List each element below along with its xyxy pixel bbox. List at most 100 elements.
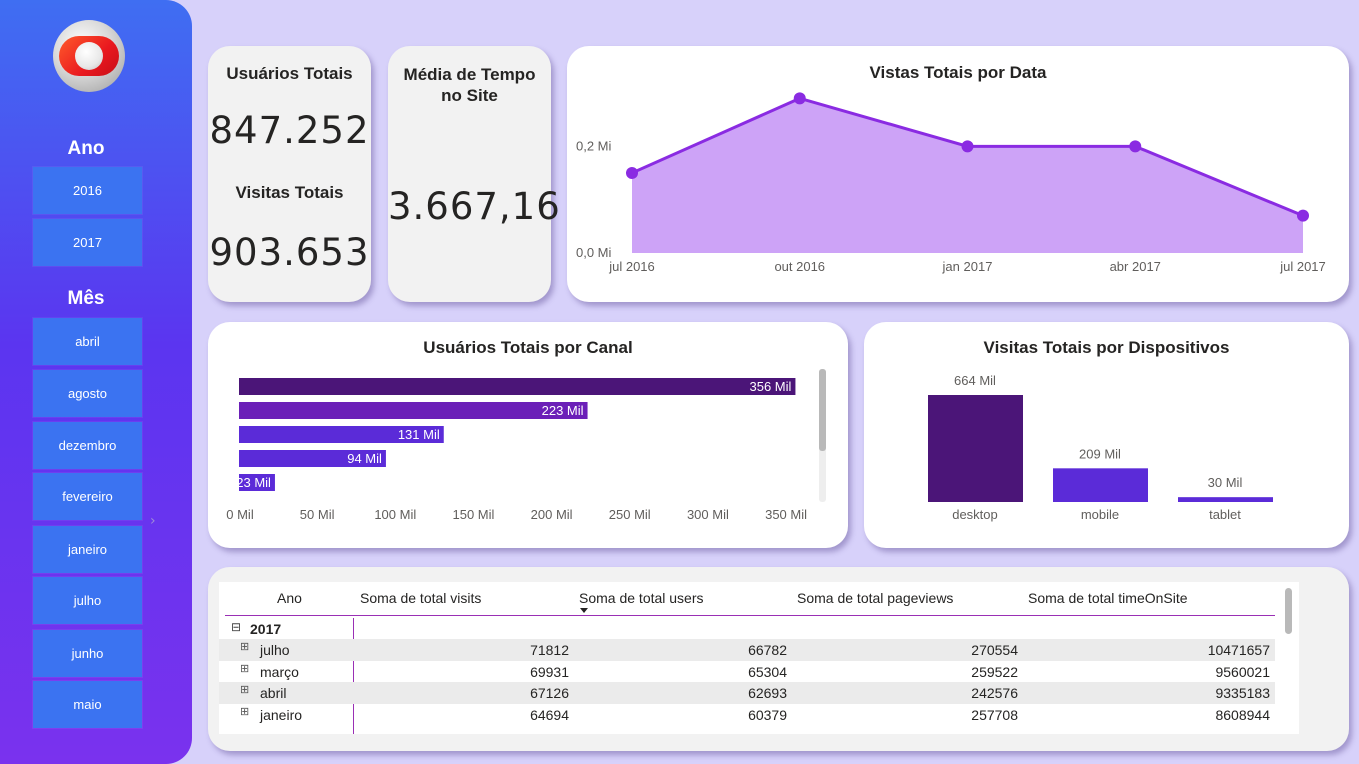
- data-point: [961, 140, 974, 153]
- kpi-card-users-visits: Usuários Totais 847.252 Visitas Totais 9…: [208, 46, 371, 302]
- visits-by-device-title: Visitas Totais por Dispositivos: [983, 338, 1230, 357]
- col-header-users[interactable]: Soma de total users: [579, 590, 704, 606]
- collapse-icon[interactable]: ⊟: [231, 620, 242, 634]
- users-by-channel-title: Usuários Totais por Canal: [423, 338, 633, 357]
- x-category-label: tablet: [1209, 507, 1241, 522]
- table-row: ⊞ abril 67126 62693 242576 9335183: [219, 682, 1275, 704]
- column-data-label: 30 Mil: [1208, 475, 1243, 490]
- logo-center-dot: [75, 42, 103, 70]
- matrix-table: Ano Soma de total visits Soma de total u…: [219, 582, 1299, 734]
- col-header-timeonsite[interactable]: Soma de total timeOnSite: [1028, 590, 1188, 606]
- ano-slicer-title: Ano: [67, 138, 105, 159]
- visits-total-value: 903.653: [209, 231, 370, 274]
- mes-slicer-title: Mês: [67, 288, 105, 309]
- table-header: Ano Soma de total visits Soma de total u…: [219, 582, 1279, 618]
- row-visits: 71812: [530, 642, 569, 658]
- column-data-label: 209 Mil: [1079, 446, 1121, 461]
- data-point: [1297, 209, 1309, 222]
- col-header-visits[interactable]: Soma de total visits: [360, 590, 482, 606]
- y-tick-label: 0,2 Mi: [576, 138, 612, 153]
- table-row: ⊞ março 69931 65304 259522 9560021: [219, 661, 1275, 683]
- row-visits: 69931: [530, 664, 569, 680]
- chart-card-users-by-channel: Usuários Totais por Canal 356 Mil 223 Mil…: [208, 322, 848, 548]
- x-tick-label: abr 2017: [1110, 259, 1161, 274]
- table-group-row: ⊟ 2017: [219, 618, 1275, 640]
- users-by-channel-chart: 356 Mil 223 Mil 131 Mil 94 Mil 23 Mil 0 Mil 50…: [226, 369, 826, 522]
- chart-card-visits-by-device: Visitas Totais por Dispositivos 664 Mil d…: [864, 322, 1349, 548]
- table-scrollbar[interactable]: [1285, 588, 1292, 634]
- column-bar: [1178, 497, 1273, 502]
- avg-time-title-line2: no Site: [441, 86, 498, 105]
- x-tick-label: 250 Mil: [609, 507, 651, 522]
- row-time: 9560021: [1215, 664, 1270, 680]
- col-header-pageviews[interactable]: Soma de total pageviews: [797, 590, 954, 606]
- scrollbar-thumb: [819, 369, 826, 451]
- expand-icon[interactable]: ⊞: [240, 663, 250, 675]
- column-bar: [928, 395, 1023, 502]
- x-category-label: mobile: [1081, 507, 1119, 522]
- x-tick-label: jan 2017: [942, 259, 993, 274]
- mes-option-agosto[interactable]: agosto: [33, 370, 142, 417]
- chart-card-views-by-date: Vistas Totais por Data jul 2016 out 2016 j…: [567, 46, 1349, 302]
- bar: [239, 378, 796, 395]
- users-total-value: 847.252: [209, 109, 370, 152]
- mes-option-julho[interactable]: julho: [33, 577, 142, 624]
- table-row: ⊞ julho 71812 66782 270554 10471657: [219, 639, 1275, 661]
- row-name: janeiro: [260, 707, 303, 723]
- y-tick-label: 0,0 Mi: [576, 245, 612, 260]
- row-name: julho: [260, 642, 290, 658]
- row-pageviews: 270554: [971, 642, 1018, 658]
- expand-icon[interactable]: ⊞: [240, 684, 250, 696]
- x-tick-label: 50 Mil: [300, 507, 335, 522]
- expand-icon[interactable]: ⊞: [240, 641, 250, 653]
- bar-data-label: 23 Mil: [236, 475, 271, 490]
- sort-desc-icon[interactable]: [580, 608, 588, 613]
- bar-data-label: 223 Mil: [542, 403, 584, 418]
- x-tick-label: 300 Mil: [687, 507, 729, 522]
- column-divider: [353, 618, 354, 734]
- row-users: 60379: [748, 707, 787, 723]
- kpi-card-avg-time: Média de Tempo no Site 3.667,16: [388, 46, 561, 302]
- row-visits: 64694: [530, 707, 569, 723]
- group-label: 2017: [250, 621, 282, 637]
- expand-icon[interactable]: ⊞: [240, 706, 250, 718]
- header-divider: [225, 615, 1275, 616]
- bar-data-label: 356 Mil: [750, 379, 792, 394]
- row-time: 9335183: [1215, 685, 1270, 701]
- row-pageviews: 257708: [971, 707, 1018, 723]
- bar: [239, 426, 444, 443]
- x-tick-label: out 2016: [774, 259, 825, 274]
- mes-option-abril[interactable]: abril: [33, 318, 142, 365]
- col-header-ano[interactable]: Ano: [277, 590, 302, 606]
- bar: [239, 450, 386, 467]
- x-tick-label: 100 Mil: [374, 507, 416, 522]
- data-point: [793, 92, 806, 105]
- x-tick-label: jul 2017: [1279, 259, 1326, 274]
- mes-option-junho[interactable]: junho: [33, 630, 142, 677]
- mes-option-janeiro[interactable]: janeiro: [33, 526, 142, 573]
- x-category-label: desktop: [952, 507, 998, 522]
- row-users: 65304: [748, 664, 787, 680]
- mes-option-fevereiro[interactable]: fevereiro: [33, 473, 142, 520]
- bar: [239, 474, 275, 491]
- row-name: abril: [260, 685, 287, 701]
- avg-time-value: 3.667,16: [388, 185, 561, 228]
- chevron-right-icon[interactable]: ›: [150, 513, 156, 529]
- sidebar: Ano 2016 2017 Mês abril agosto dezembro …: [0, 0, 192, 764]
- column-data-label: 664 Mil: [954, 373, 996, 388]
- ano-option-2016[interactable]: 2016: [33, 167, 142, 214]
- mes-option-maio[interactable]: maio: [33, 681, 142, 728]
- row-users: 66782: [748, 642, 787, 658]
- x-tick-label: 150 Mil: [452, 507, 494, 522]
- table-row: ⊞ janeiro 64694 60379 257708 8608944: [219, 704, 1275, 726]
- bar-data-label: 94 Mil: [347, 451, 382, 466]
- ano-option-2017[interactable]: 2017: [33, 219, 142, 266]
- x-tick-label: 200 Mil: [531, 507, 573, 522]
- row-time: 10471657: [1207, 642, 1270, 658]
- row-visits: 67126: [530, 685, 569, 701]
- visits-total-title: Visitas Totais: [235, 183, 344, 202]
- globo-logo-icon: [53, 20, 125, 92]
- mes-option-dezembro[interactable]: dezembro: [33, 422, 142, 469]
- visits-by-device-chart: 664 Mil desktop 209 Mil mobile 30 Mil tablet: [928, 373, 1273, 522]
- row-pageviews: 242576: [971, 685, 1018, 701]
